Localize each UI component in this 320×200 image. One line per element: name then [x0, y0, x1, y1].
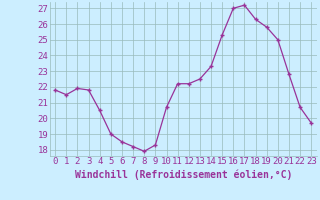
- X-axis label: Windchill (Refroidissement éolien,°C): Windchill (Refroidissement éolien,°C): [75, 169, 292, 180]
